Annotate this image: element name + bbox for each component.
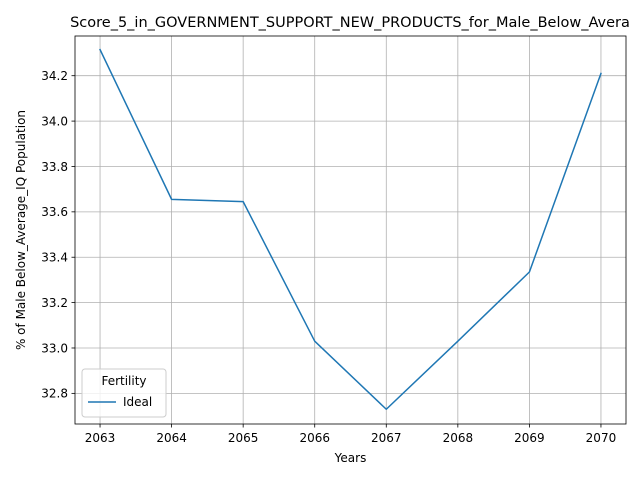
x-tick-label: 2067 [371,431,402,445]
y-tick-label: 33.4 [41,251,68,265]
x-tick-label: 2068 [443,431,474,445]
x-tick-label: 2069 [514,431,545,445]
legend-label-ideal: Ideal [123,395,152,409]
grid-lines [75,36,626,424]
x-tick-label: 2066 [299,431,330,445]
y-tick-label: 33.0 [41,341,68,355]
plot-frame [74,35,627,425]
legend: Fertility Ideal [81,368,167,418]
legend-box [81,368,167,418]
series-lines [99,48,602,410]
y-tick-label: 32.8 [41,387,68,401]
y-tick-label: 33.6 [41,205,68,219]
x-tick-label: 2065 [228,431,259,445]
series-line-ideal [99,48,602,410]
axis-ticks: 2063 2064 2065 2066 2067 2068 2069 2070 32.8 33.0… [41,69,616,445]
chart-title: Score_5_in_GOVERNMENT_SUPPORT_NEW_PRODUC… [70,15,630,31]
x-tick-label: 2063 [85,431,116,445]
y-tick-label: 34.2 [41,69,68,83]
y-tick-label: 33.2 [41,296,68,310]
x-tick-label: 2070 [586,431,617,445]
y-axis-label: % of Male Below_Average_IQ Population [14,110,28,350]
x-tick-label: 2064 [156,431,187,445]
y-tick-label: 33.8 [41,160,68,174]
x-axis-label: Years [334,451,367,465]
legend-title: Fertility [101,374,146,388]
y-tick-label: 34.0 [41,114,68,128]
